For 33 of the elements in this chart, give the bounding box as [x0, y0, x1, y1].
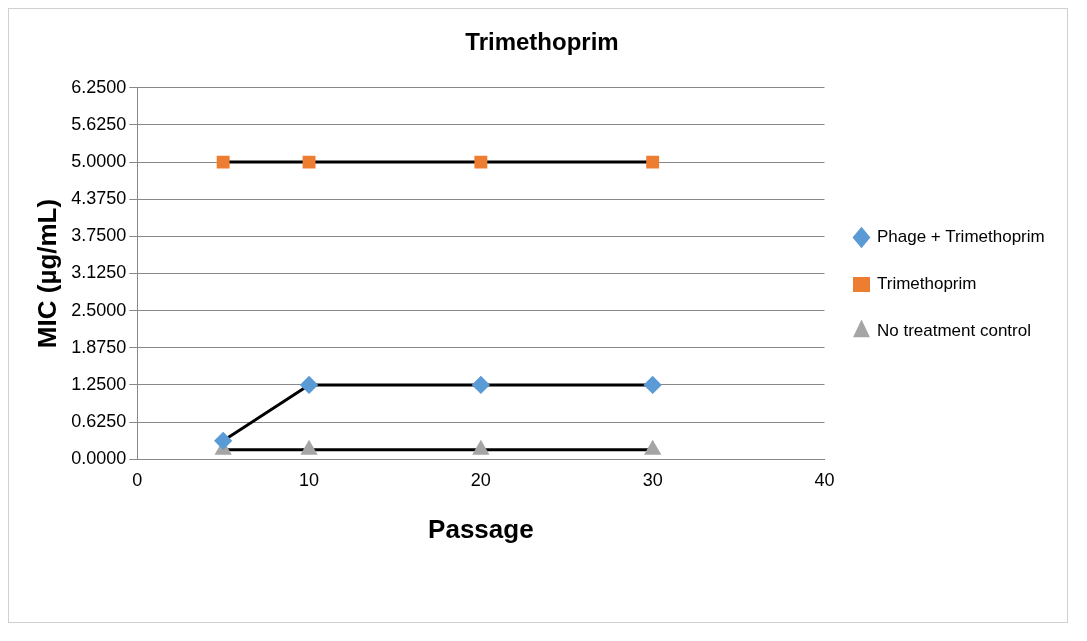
point — [473, 441, 489, 455]
x-tick-label: 20 — [470, 469, 491, 490]
point — [216, 155, 230, 169]
x-axis-title: Passage — [428, 513, 534, 544]
y-tick-label: 0.0000 — [71, 448, 127, 469]
legend-label: No treatment control — [876, 321, 1031, 341]
point — [474, 155, 488, 169]
y-tick-label: 1.2500 — [71, 373, 127, 394]
x-tick-label: 30 — [642, 469, 663, 490]
chart-title: Trimethoprim — [465, 28, 619, 56]
point — [644, 376, 662, 394]
point — [301, 441, 317, 455]
y-tick-label: 2.5000 — [71, 299, 127, 320]
point — [302, 155, 316, 169]
y-tick-label: 1.8750 — [71, 336, 127, 357]
point — [214, 432, 232, 450]
x-tick-label: 0 — [132, 469, 143, 490]
y-tick-label: 5.0000 — [71, 151, 127, 172]
y-tick-label: 3.1250 — [71, 262, 127, 283]
point — [300, 376, 318, 394]
point — [472, 376, 490, 394]
y-tick-label: 6.2500 — [71, 76, 127, 97]
legend-label: Trimethoprim — [876, 274, 977, 294]
y-axis-title: MIC (µg/mL) — [31, 198, 62, 349]
x-tick-label: 40 — [814, 469, 835, 490]
point — [646, 155, 660, 169]
y-tick-label: 5.6250 — [71, 113, 127, 134]
y-tick-label: 4.3750 — [71, 188, 127, 209]
y-tick-label: 0.6250 — [71, 411, 127, 432]
point — [645, 441, 661, 455]
legend-label: Phage + Trimethoprim — [876, 227, 1045, 247]
y-tick-label: 3.7500 — [71, 225, 127, 246]
x-tick-label: 10 — [299, 469, 320, 490]
